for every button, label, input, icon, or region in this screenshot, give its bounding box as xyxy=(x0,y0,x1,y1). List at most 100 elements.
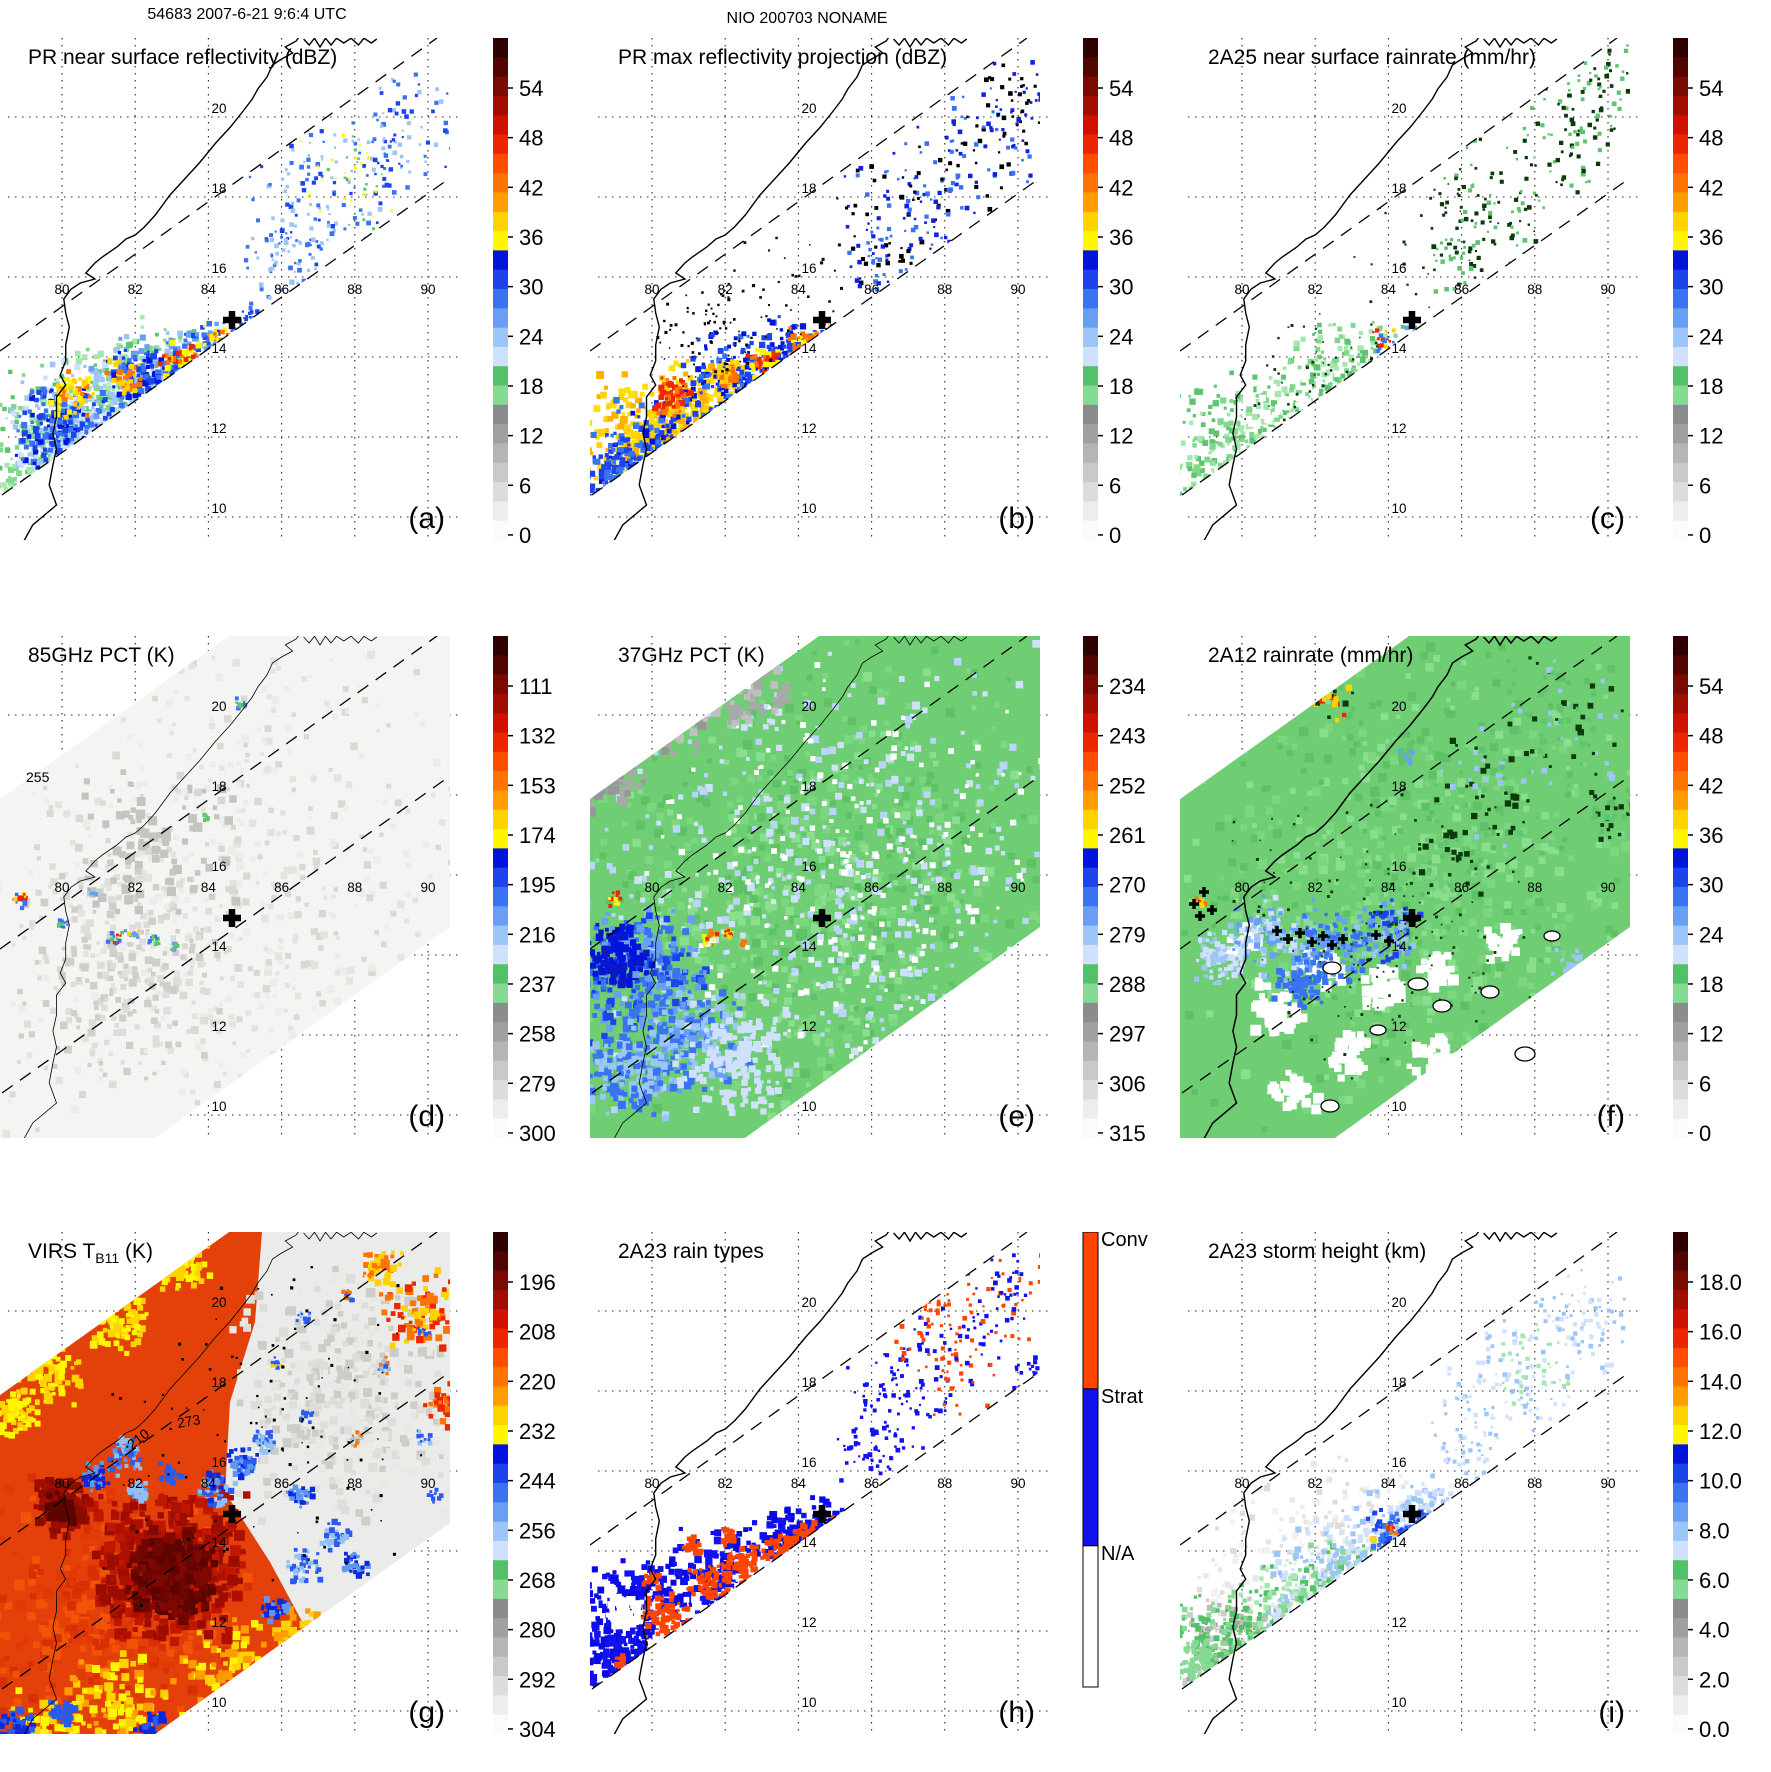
panel-letter: (i) xyxy=(1598,1696,1625,1729)
panel-title: 2A25 near surface rainrate (mm/hr) xyxy=(1208,46,1536,70)
svg-text:24: 24 xyxy=(519,324,543,349)
panel-map: 80 82 84 86 88 90 20 18 16 14 12 10 (a) 54 48 42 36 30 24 1… xyxy=(0,38,590,578)
svg-text:80: 80 xyxy=(644,282,659,297)
svg-text:48: 48 xyxy=(519,126,543,151)
coastline xyxy=(1202,38,1557,545)
svg-text:12: 12 xyxy=(211,421,226,436)
data-field xyxy=(0,1232,472,1772)
data-field xyxy=(1180,44,1646,553)
svg-text:12: 12 xyxy=(519,424,543,449)
svg-text:86: 86 xyxy=(274,282,289,297)
coastline xyxy=(22,38,377,545)
grid-lines xyxy=(598,1232,1048,1734)
svg-text:54: 54 xyxy=(519,76,543,101)
svg-text:84: 84 xyxy=(791,282,807,297)
data-field xyxy=(0,636,481,1139)
grid-lines xyxy=(8,38,458,540)
panel-letter: (d) xyxy=(408,1100,445,1133)
data-field xyxy=(590,636,1077,1138)
storm-center-cross xyxy=(223,311,241,329)
svg-text:18: 18 xyxy=(801,181,816,196)
svg-text:36: 36 xyxy=(519,225,543,250)
svg-text:10: 10 xyxy=(801,501,816,516)
svg-text:84: 84 xyxy=(201,282,217,297)
grid-lines xyxy=(1188,1232,1638,1734)
svg-text:80: 80 xyxy=(54,282,69,297)
svg-text:10: 10 xyxy=(211,501,226,516)
svg-text:20: 20 xyxy=(211,101,226,116)
coastline xyxy=(1202,1232,1557,1739)
colorbar: 18.016.014.012.010.08.06.04.02.00.0 xyxy=(1673,1232,1742,1742)
panel-letter: (a) xyxy=(408,502,445,535)
svg-text:82: 82 xyxy=(718,282,733,297)
panel-letter: (g) xyxy=(408,1696,445,1729)
panel-letter: (h) xyxy=(998,1696,1035,1729)
svg-text:20: 20 xyxy=(801,101,816,116)
panel-title: VIRS TB11 (K) xyxy=(28,1240,153,1266)
svg-text:12: 12 xyxy=(801,421,816,436)
colorbar: 54 48 42 36 30 24 18 12 6 0 xyxy=(493,38,543,548)
panel-title: 37GHz PCT (K) xyxy=(618,644,765,668)
svg-text:16: 16 xyxy=(801,261,816,276)
storm-center-cross xyxy=(813,311,831,329)
panel-letter: (f) xyxy=(1597,1100,1625,1133)
svg-text:18: 18 xyxy=(211,181,226,196)
svg-text:86: 86 xyxy=(864,282,879,297)
svg-text:18: 18 xyxy=(519,374,543,399)
grid-labels: 80 82 84 86 88 90 20 18 16 14 12 10 xyxy=(644,101,1025,516)
svg-text:90: 90 xyxy=(1010,282,1025,297)
svg-text:88: 88 xyxy=(347,282,362,297)
svg-text:6: 6 xyxy=(519,473,531,498)
panel-title: PR near surface reflectivity (dBZ) xyxy=(28,46,337,70)
svg-text:16: 16 xyxy=(211,261,226,276)
panel-title: 2A23 rain types xyxy=(618,1240,764,1264)
grid-lines xyxy=(598,38,1048,540)
panel-title: PR max reflectivity projection (dBZ) xyxy=(618,46,947,70)
storm-header: NIO 200703 NONAME xyxy=(637,10,977,28)
grid-lines xyxy=(1188,38,1638,540)
panel-letter: (e) xyxy=(998,1100,1035,1133)
svg-text:90: 90 xyxy=(420,282,435,297)
coastline xyxy=(612,38,967,545)
svg-text:0: 0 xyxy=(519,523,531,548)
panel-letter: (b) xyxy=(998,502,1035,535)
overpass-header: 54683 2007-6-21 9:6:4 UTC xyxy=(77,6,417,24)
svg-text:42: 42 xyxy=(519,175,543,200)
svg-text:88: 88 xyxy=(937,282,952,297)
svg-text:14: 14 xyxy=(211,341,227,356)
svg-text:30: 30 xyxy=(519,275,543,300)
contour-label: 255 xyxy=(26,769,50,785)
panel-map: 80 82 84 86 88 90 20 18 16 14 12 10 (b) 5448423630241… xyxy=(590,38,1180,578)
svg-text:14: 14 xyxy=(801,341,817,356)
panel-title: 2A12 rainrate (mm/hr) xyxy=(1208,644,1413,668)
panel-title: 85GHz PCT (K) xyxy=(28,644,175,668)
panel-title: 2A23 storm height (km) xyxy=(1208,1240,1426,1264)
svg-text:82: 82 xyxy=(128,282,143,297)
coastline xyxy=(612,1232,967,1739)
